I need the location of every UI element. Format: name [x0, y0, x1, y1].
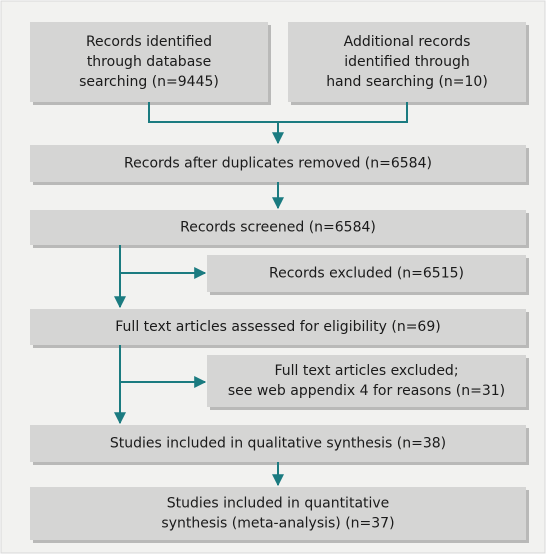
- box: [30, 210, 526, 245]
- box-text: Records identified: [86, 34, 212, 50]
- box-text: through database: [87, 54, 211, 70]
- box-text: Records after duplicates removed (n=6584…: [124, 156, 432, 172]
- box-text: identified through: [344, 54, 469, 70]
- box-text: Full text articles assessed for eligibil…: [115, 319, 440, 335]
- box: [30, 425, 526, 462]
- box-text: see web appendix 4 for reasons (n=31): [228, 383, 505, 399]
- box-text: Studies included in quantitative: [167, 496, 390, 512]
- box-text: Records screened (n=6584): [180, 220, 376, 236]
- box-text: Studies included in qualitative synthesi…: [110, 436, 446, 452]
- box: [30, 309, 526, 345]
- box: [30, 145, 526, 182]
- boxes: Records identified through database search…: [30, 22, 529, 543]
- box: [30, 487, 526, 540]
- box: [207, 255, 526, 292]
- box: [30, 22, 268, 102]
- box-text: searching (n=9445): [79, 74, 219, 90]
- box-text: Additional records: [344, 34, 471, 50]
- connectors: [114, 102, 408, 487]
- box-text: synthesis (meta-analysis) (n=37): [161, 516, 394, 532]
- box: [288, 22, 526, 102]
- box-text: hand searching (n=10): [326, 74, 488, 90]
- box-text: Full text articles excluded;: [274, 363, 458, 379]
- box-text: Records excluded (n=6515): [269, 266, 464, 282]
- box: [207, 355, 526, 407]
